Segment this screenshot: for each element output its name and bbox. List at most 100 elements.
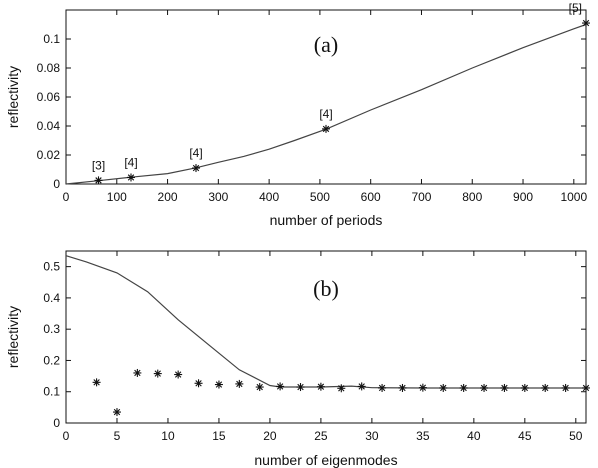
marker-stroke <box>95 177 102 184</box>
marker-stroke <box>542 384 549 392</box>
data-point-marker <box>214 380 223 389</box>
marker-stroke <box>276 383 284 390</box>
chart-panel-2: 0 5 10 15 20 25 30 35 40 45 50 0 0.1 0.2 0.3 0.4 0.5 numb… <box>5 250 590 468</box>
marker-stroke <box>358 383 365 390</box>
marker-stroke <box>322 125 330 133</box>
x-tick-label: 500 <box>310 190 330 204</box>
x-tick-label: 700 <box>411 190 431 204</box>
data-point-marker <box>192 164 200 173</box>
marker-stroke <box>582 19 590 27</box>
marker-stroke <box>127 174 135 181</box>
y-tick-label: 0.3 <box>43 322 60 336</box>
x-tick-label: 0 <box>63 429 70 443</box>
data-point-marker <box>520 383 529 392</box>
plot-frame <box>65 250 587 424</box>
x-tick-label: 100 <box>107 190 127 204</box>
data-point-marker <box>439 383 448 392</box>
series-line <box>65 23 587 185</box>
annotation-label: [5] <box>569 1 582 15</box>
x-tick-label: 600 <box>361 190 381 204</box>
panel-label: (b) <box>313 276 339 301</box>
marker-stroke <box>93 379 100 386</box>
data-point-marker <box>480 383 489 392</box>
x-tick-label: 400 <box>259 190 279 204</box>
data-point-marker <box>378 383 387 392</box>
marker-stroke <box>236 380 243 388</box>
marker-stroke <box>113 408 121 416</box>
data-point-marker <box>235 379 244 388</box>
data-point-marker <box>398 383 407 392</box>
x-tick-label: 0 <box>63 190 70 204</box>
data-point-marker <box>316 382 325 391</box>
data-point-marker <box>255 383 264 392</box>
marker-stroke <box>192 164 200 172</box>
y-tick-label: 0.2 <box>43 353 60 367</box>
marker-stroke <box>419 384 427 391</box>
x-tick-label: 25 <box>314 429 328 443</box>
y-tick-label: 0.06 <box>37 90 61 104</box>
x-tick-label: 40 <box>467 429 481 443</box>
data-point-marker <box>418 383 427 392</box>
series-line <box>65 255 586 389</box>
y-tick-label: 0 <box>53 177 60 191</box>
data-point-marker <box>337 384 346 393</box>
y-tick-label: 0 <box>53 416 60 430</box>
marker-stroke <box>215 381 223 388</box>
marker-stroke <box>154 370 161 377</box>
data-point-marker <box>112 408 121 417</box>
marker-stroke <box>562 384 569 392</box>
marker-stroke <box>440 384 447 392</box>
marker-stroke <box>501 384 508 392</box>
annotation-label: [4] <box>189 146 202 160</box>
data-point-marker <box>194 379 203 388</box>
marker-stroke <box>582 384 590 392</box>
x-tick-label: 900 <box>513 190 533 204</box>
x-tick-label: 200 <box>158 190 178 204</box>
marker-stroke <box>399 384 406 392</box>
data-point-marker <box>459 383 468 392</box>
x-tick-label: 15 <box>212 429 226 443</box>
y-axis-title: reflectivity <box>5 306 21 368</box>
x-tick-label: 35 <box>416 429 430 443</box>
data-point-marker <box>127 173 135 182</box>
marker-stroke <box>521 384 529 392</box>
y-axis-title: reflectivity <box>5 66 21 128</box>
marker-stroke <box>317 383 325 390</box>
data-point-marker <box>561 383 570 392</box>
x-tick-label: 10 <box>161 429 175 443</box>
data-point-marker <box>276 382 285 391</box>
panel-label: (a) <box>314 32 338 57</box>
annotation-label: [4] <box>319 107 332 121</box>
data-point-marker <box>133 368 142 377</box>
x-tick-label: 20 <box>263 429 277 443</box>
data-point-marker <box>582 19 590 28</box>
y-tick-label: 0.02 <box>37 148 61 162</box>
y-tick-label: 0.1 <box>43 385 60 399</box>
y-tick-label: 0.4 <box>43 291 60 305</box>
marker-stroke <box>174 371 182 378</box>
x-tick-label: 800 <box>462 190 482 204</box>
x-tick-label: 300 <box>208 190 228 204</box>
data-point-marker <box>92 378 101 387</box>
y-tick-label: 0.1 <box>43 32 60 46</box>
data-point-marker <box>500 383 509 392</box>
x-tick-label: 50 <box>569 429 583 443</box>
data-point-marker <box>153 369 162 378</box>
x-tick-label: 1000 <box>560 190 587 204</box>
marker-stroke <box>378 384 386 392</box>
chart-panel-1: 0 100 200 300 400 500 600 700 800 900 1000 0 0.02 0.0… <box>5 1 590 228</box>
marker-stroke <box>297 383 304 391</box>
marker-stroke <box>256 383 263 391</box>
marker-stroke <box>338 385 345 392</box>
marker-stroke <box>460 384 467 392</box>
y-tick-label: 0.08 <box>37 61 61 75</box>
x-tick-label: 5 <box>114 429 121 443</box>
x-axis-title: number of eigenmodes <box>254 452 397 468</box>
x-tick-label: 30 <box>365 429 379 443</box>
data-point-marker <box>582 383 590 392</box>
marker-stroke <box>134 369 141 377</box>
x-tick-label: 45 <box>518 429 532 443</box>
data-point-marker <box>94 176 103 185</box>
x-axis-title: number of periods <box>270 212 383 228</box>
